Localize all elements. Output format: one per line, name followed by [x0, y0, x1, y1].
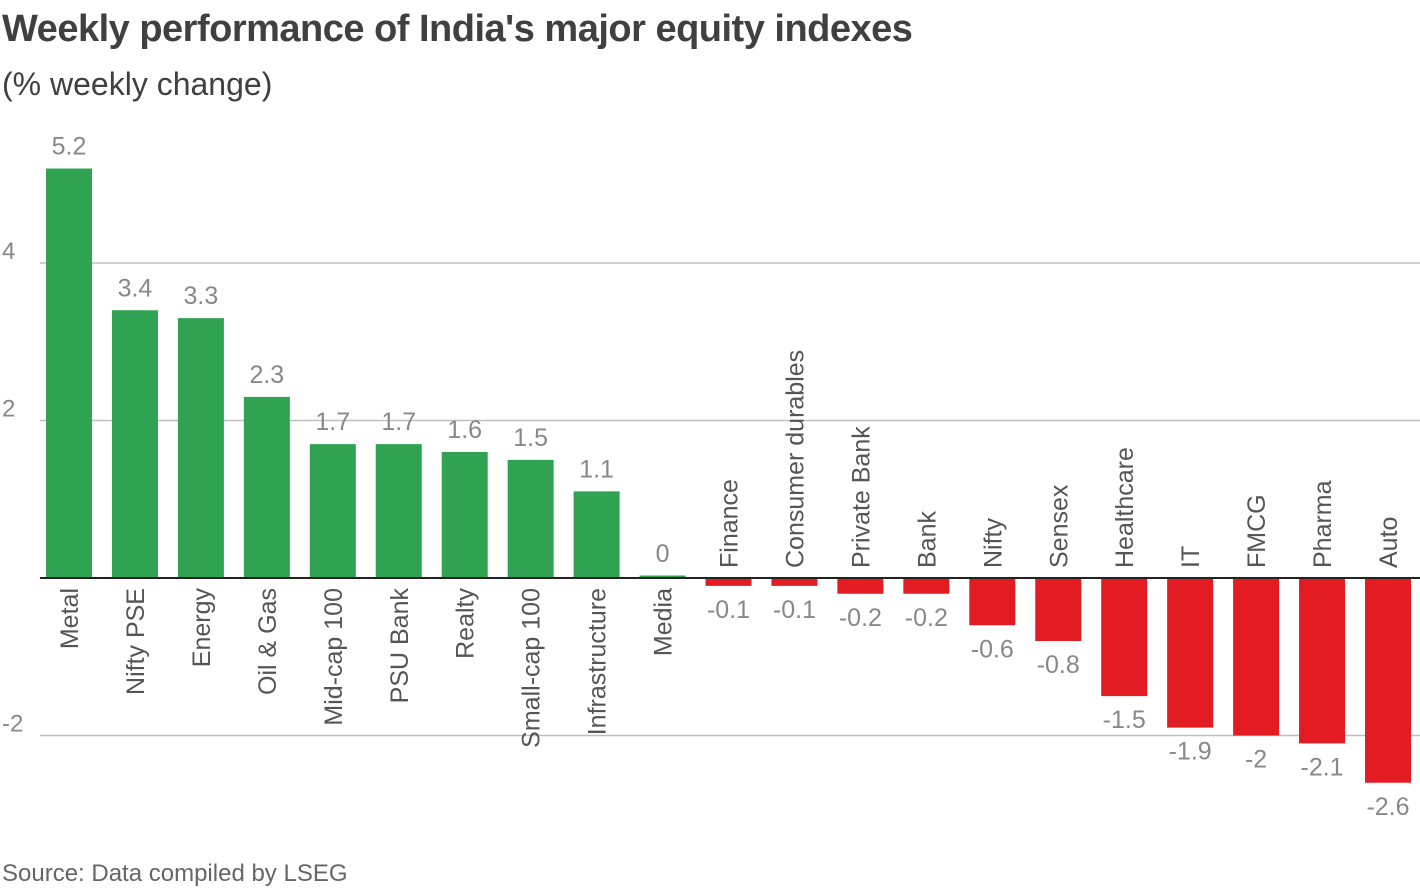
bar: [309, 444, 356, 578]
category-label: Bank: [913, 511, 941, 568]
value-label: 5.2: [52, 133, 87, 161]
value-label: 3.4: [118, 274, 153, 302]
chart-subtitle: (% weekly change): [2, 66, 273, 102]
bar: [1167, 578, 1214, 728]
value-label: -0.2: [839, 604, 882, 632]
category-label: Auto: [1375, 517, 1403, 568]
y-tick-label: 4: [2, 238, 15, 265]
bar: [46, 168, 92, 578]
category-label: Consumer durables: [781, 350, 809, 568]
bar: [1233, 578, 1280, 736]
y-tick-label: -2: [2, 711, 23, 738]
value-label: -0.1: [707, 596, 750, 624]
bar: [507, 459, 554, 578]
bars: [46, 168, 1411, 783]
bar: [441, 452, 488, 578]
category-label: FMCG: [1243, 494, 1271, 568]
value-label: 0: [656, 540, 670, 568]
category-label: Nifty: [979, 518, 1007, 569]
category-label: Sensex: [1045, 484, 1073, 568]
value-label: 2.3: [249, 361, 284, 389]
category-label: Metal: [56, 588, 84, 649]
y-tick-label: 2: [2, 396, 15, 423]
bar: [1365, 578, 1411, 783]
category-label: Oil & Gas: [254, 588, 282, 695]
category-label: Healthcare: [1111, 447, 1139, 568]
category-label: Finance: [716, 479, 744, 568]
bar: [1035, 578, 1082, 641]
value-label: -2.6: [1366, 793, 1409, 821]
category-label: Private Bank: [847, 426, 875, 568]
category-label: Realty: [452, 588, 480, 659]
value-label: -0.2: [905, 604, 948, 632]
bar: [1299, 578, 1346, 744]
category-label: Small-cap 100: [518, 588, 546, 748]
bar: [1101, 578, 1148, 697]
value-label: 3.3: [184, 282, 219, 310]
category-label: IT: [1177, 546, 1205, 568]
category-label: PSU Bank: [386, 588, 414, 704]
value-label: 1.7: [381, 408, 416, 436]
category-label: Energy: [188, 588, 216, 668]
value-label: -0.6: [971, 635, 1014, 663]
category-label: Nifty PSE: [122, 588, 150, 695]
labels: 4 2 -2 5.2 Metal 3.4 Nifty PSE 3.3 Energy 2.3 Oil …: [2, 133, 1410, 821]
value-label: -0.1: [773, 596, 816, 624]
category-label: Pharma: [1309, 480, 1337, 568]
source-note: Source: Data compiled by LSEG: [2, 860, 348, 887]
value-label: -1.9: [1169, 738, 1212, 766]
bar: [177, 318, 224, 578]
value-label: -0.8: [1037, 651, 1080, 679]
value-label: -2: [1245, 746, 1267, 774]
bar: [573, 491, 620, 578]
bar: [639, 575, 686, 578]
category-label: Infrastructure: [584, 588, 612, 735]
chart-title: Weekly performance of India's major equi…: [2, 8, 913, 50]
value-label: 1.7: [315, 408, 350, 436]
bar: [837, 578, 884, 594]
value-label: 1.5: [513, 424, 548, 452]
bar: [243, 396, 290, 578]
value-label: 1.6: [447, 416, 482, 444]
bar: [375, 444, 422, 578]
category-label: Media: [650, 588, 678, 656]
value-label: -2.1: [1301, 753, 1344, 781]
bar: [705, 578, 752, 586]
bar: [111, 310, 158, 578]
category-label: Mid-cap 100: [320, 588, 348, 726]
bar: [771, 578, 818, 586]
bar: [969, 578, 1016, 626]
value-label: 1.1: [579, 455, 614, 483]
bar: [903, 578, 950, 594]
value-label: -1.5: [1103, 706, 1146, 734]
